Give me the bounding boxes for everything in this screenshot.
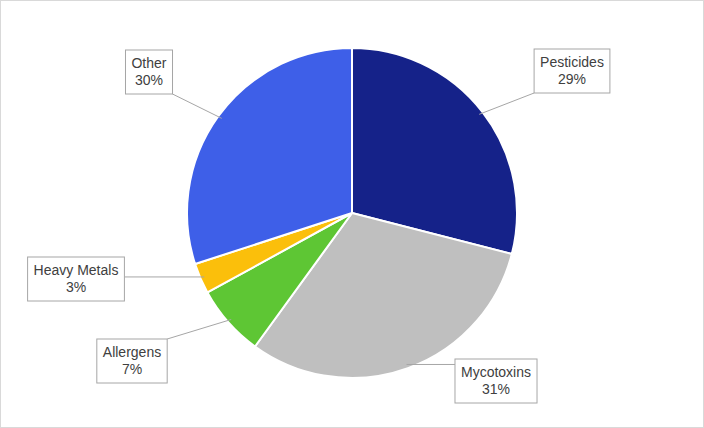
label-value: 30% [135, 72, 163, 88]
label-box [28, 257, 125, 301]
callout: Mycotoxins31% [407, 359, 537, 403]
label-value: 3% [66, 279, 86, 295]
chart: Pesticides29% Mycotoxins31% Allergens7% Hea… [0, 0, 704, 428]
label-box [97, 339, 167, 383]
pie [187, 48, 517, 378]
label-box [455, 359, 537, 403]
label-box [534, 49, 610, 93]
leader-line [479, 93, 534, 114]
label-value: 7% [122, 361, 142, 377]
chart-frame [1, 1, 704, 428]
label-name: Pesticides [540, 54, 604, 70]
label-name: Other [131, 55, 166, 71]
callout: Pesticides29% [479, 49, 610, 114]
callout: Heavy Metals3% [28, 257, 205, 301]
label-name: Mycotoxins [461, 364, 531, 380]
callout: Allergens7% [97, 319, 231, 383]
leader-line [173, 94, 222, 118]
label-name: Allergens [103, 344, 161, 360]
pie-slice [187, 48, 352, 264]
label-box [125, 50, 172, 94]
callout: Other30% [125, 50, 221, 118]
leader-line [407, 364, 455, 365]
data-labels: Pesticides29% Mycotoxins31% Allergens7% Hea… [28, 49, 610, 403]
leader-line [124, 276, 204, 277]
label-value: 31% [482, 381, 510, 397]
leader-line [167, 319, 231, 339]
label-name: Heavy Metals [34, 262, 119, 278]
label-value: 29% [558, 71, 586, 87]
